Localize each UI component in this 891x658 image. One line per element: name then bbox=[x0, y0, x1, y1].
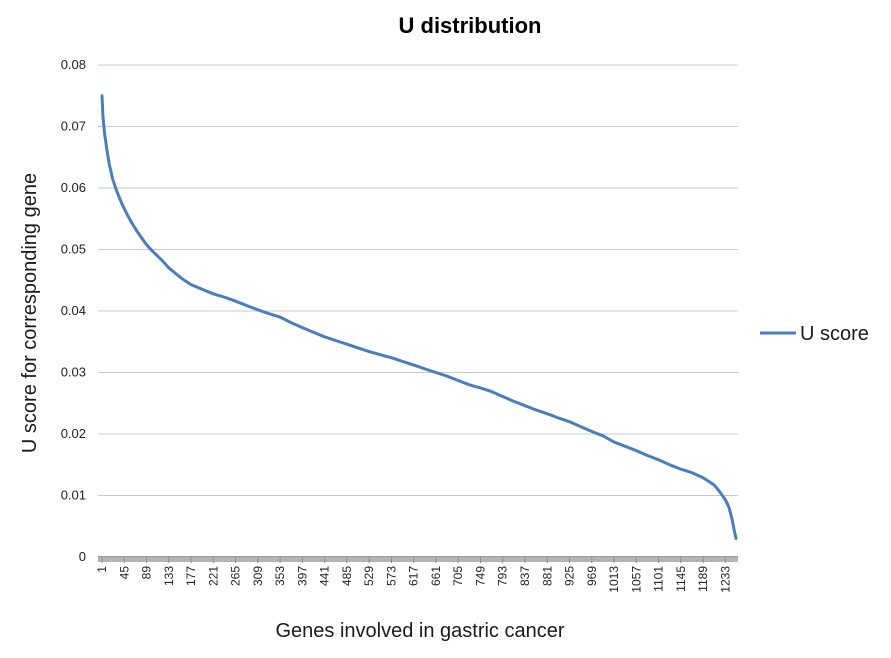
x-tick-label: 45 bbox=[117, 566, 131, 580]
x-tick-label: 793 bbox=[496, 566, 510, 586]
x-tick-label: 397 bbox=[295, 566, 309, 586]
x-tick-label: 1233 bbox=[718, 566, 732, 593]
x-tick-label: 969 bbox=[585, 566, 599, 586]
x-tick-label: 133 bbox=[162, 566, 176, 586]
legend-label: U score bbox=[800, 323, 869, 345]
x-tick-label: 881 bbox=[540, 566, 554, 586]
series-layer bbox=[100, 94, 738, 540]
x-tick-label: 89 bbox=[140, 566, 154, 580]
legend: U score bbox=[760, 323, 869, 345]
y-tick-label: 0.02 bbox=[61, 426, 86, 441]
x-tick-labels: 1 45 89 133 177 221 265 309 353 397 441 485 529 573 61… bbox=[95, 557, 732, 593]
y-tick-label: 0.05 bbox=[61, 242, 86, 257]
x-tick-label: 353 bbox=[273, 566, 287, 586]
x-tick-label: 1 bbox=[95, 566, 109, 573]
x-axis bbox=[98, 556, 738, 562]
x-axis-minor-ticks bbox=[98, 557, 738, 562]
chart-title: U distribution bbox=[399, 13, 542, 38]
x-tick-label: 485 bbox=[340, 566, 354, 586]
x-tick-label: 441 bbox=[318, 566, 332, 586]
gridlines bbox=[98, 64, 738, 496]
x-tick-label: 221 bbox=[206, 566, 220, 586]
x-tick-label: 177 bbox=[184, 566, 198, 586]
x-tick-label: 1101 bbox=[652, 566, 666, 592]
y-tick-labels: 0 0.01 0.02 0.03 0.04 0.05 0.06 0.07 0.08 bbox=[61, 57, 86, 564]
x-tick-label: 573 bbox=[384, 566, 398, 586]
x-tick-label: 1189 bbox=[696, 566, 710, 592]
x-tick-label: 837 bbox=[518, 566, 532, 586]
y-tick-label: 0.06 bbox=[61, 180, 86, 195]
x-tick-label: 617 bbox=[407, 566, 421, 586]
y-tick-label: 0.07 bbox=[61, 119, 86, 134]
x-tick-label: 1013 bbox=[607, 566, 621, 593]
x-tick-label: 705 bbox=[451, 566, 465, 586]
x-tick-label: 749 bbox=[473, 566, 487, 586]
y-tick-label: 0 bbox=[79, 549, 86, 564]
x-tick-label: 265 bbox=[229, 566, 243, 586]
x-tick-label: 925 bbox=[563, 566, 577, 586]
x-tick-label: 661 bbox=[429, 566, 443, 586]
y-tick-label: 0.03 bbox=[61, 365, 86, 380]
y-tick-label: 0.04 bbox=[61, 303, 86, 318]
y-tick-label: 0.08 bbox=[61, 57, 86, 72]
x-tick-label: 1057 bbox=[629, 566, 643, 593]
x-tick-label: 1145 bbox=[674, 566, 688, 592]
series-line-0 bbox=[100, 94, 738, 540]
y-axis-title: U score for corresponding gene bbox=[19, 173, 41, 453]
x-tick-label: 529 bbox=[362, 566, 376, 586]
x-axis-title: Genes involved in gastric cancer bbox=[275, 620, 564, 642]
y-tick-label: 0.01 bbox=[61, 488, 86, 503]
x-tick-label: 309 bbox=[251, 566, 265, 586]
